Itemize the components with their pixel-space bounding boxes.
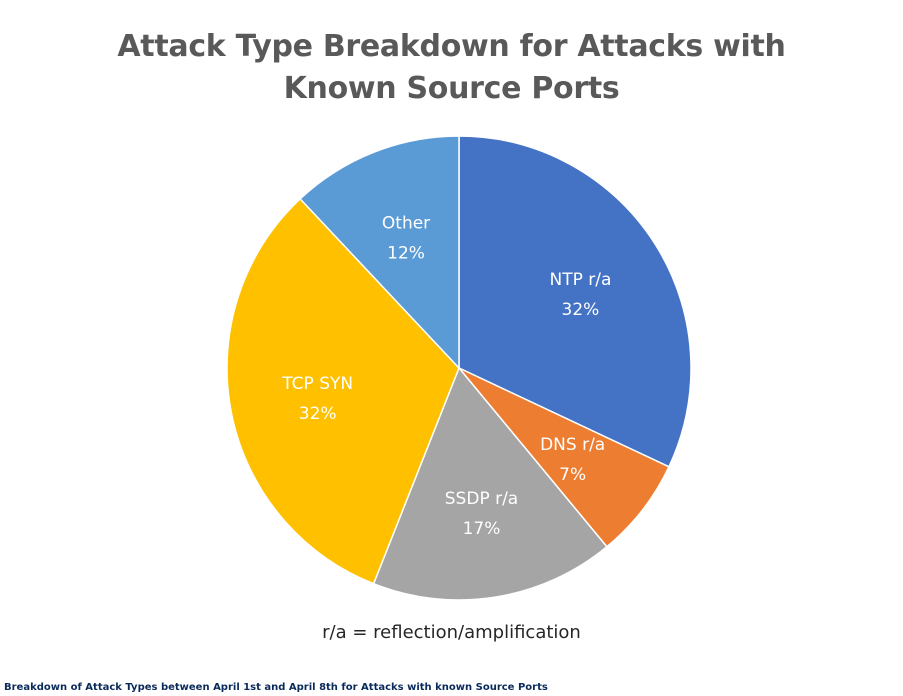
slice-label-ntp-r-a: NTP r/a [550,270,612,290]
slice-value-ssdp-r-a: 17% [463,519,501,539]
pie-slice-ssdp-r-a [372,366,608,601]
slice-value-dns-r-a: 7% [559,465,586,485]
pie-slice-dns-r-a [458,367,670,548]
legend-footnote: r/a = reflection/amplification [322,622,581,643]
chart-title-line-2: Known Source Ports [283,71,620,106]
slice-label-other: Other [382,213,430,233]
chart-title: Attack Type Breakdown for Attacks with K… [0,26,903,110]
pie-slice-other [299,135,460,370]
slice-value-tcp-syn: 32% [299,404,337,424]
pie-slice-tcp-syn [226,197,460,585]
chart-title-line-1: Attack Type Breakdown for Attacks with [117,29,786,64]
slice-label-dns-r-a: DNS r/a [540,435,605,455]
slice-label-ssdp-r-a: SSDP r/a [445,489,518,509]
figure-caption: Breakdown of Attack Types between April … [4,682,548,693]
slice-value-other: 12% [387,243,425,263]
slice-value-ntp-r-a: 32% [562,300,600,320]
slice-label-tcp-syn: TCP SYN [281,374,353,394]
pie-slice-ntp-r-a [458,135,692,468]
